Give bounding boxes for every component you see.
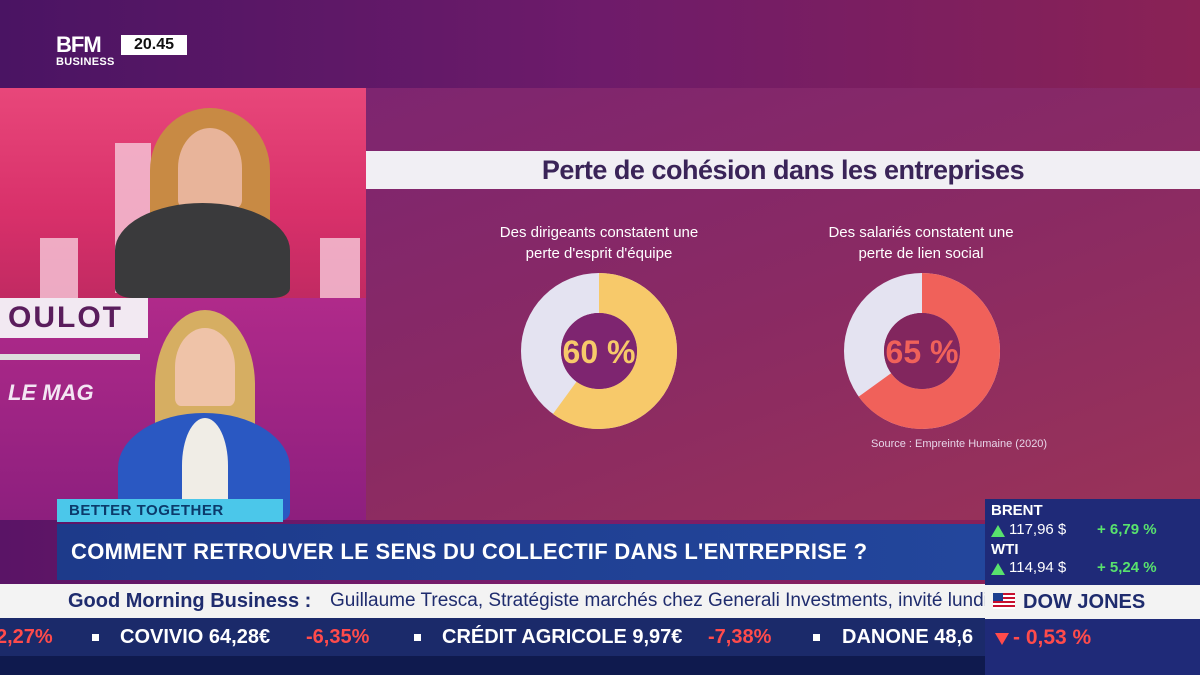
ticker-item: DANONE 48,6 — [842, 626, 974, 648]
arrow-down-icon — [995, 633, 1009, 645]
infographic-panel: Perte de cohésion dans les entreprises D… — [366, 88, 1200, 520]
infographic-title-bar: Perte de cohésion dans les entreprises — [366, 151, 1200, 189]
stat-label-1-line1: Des dirigeants constatent une — [499, 224, 699, 241]
donut-hole — [561, 313, 637, 389]
studio-sign-underline — [0, 354, 140, 360]
camera-panel-bottom: OULOT LE MAG — [0, 298, 366, 520]
stat-label-2: Des salariés constatent une perte de lie… — [791, 222, 1051, 264]
market-brent-price: 117,96 $ — [1009, 521, 1067, 538]
ticker-item: -6,35% — [306, 626, 370, 648]
show-guest-text: Guillaume Tresca, Stratégiste marchés ch… — [330, 590, 1052, 611]
guest-face — [175, 328, 235, 406]
headline-text: COMMENT RETROUVER LE SENS DU COLLECTIF D… — [71, 539, 868, 564]
bottom-strip — [0, 656, 985, 675]
arrow-up-icon — [991, 525, 1005, 537]
donut-hole — [884, 313, 960, 389]
ticker-separator-icon — [813, 634, 820, 641]
stat-label-2-line1: Des salariés constatent une — [828, 224, 1014, 241]
skyline-building — [320, 238, 360, 298]
market-wti-name: WTI — [991, 541, 1019, 558]
logo-main-text: BFM — [56, 32, 102, 57]
market-wti-change: + 5,24 % — [1097, 559, 1157, 576]
index-bar — [985, 585, 1200, 619]
infographic-source: Source : Empreinte Humaine (2020) — [871, 438, 1048, 450]
show-info-bar: Good Morning Business : Guillaume Tresca… — [0, 584, 1051, 618]
index-name: DOW JONES — [1023, 591, 1146, 613]
donut-ring-value — [844, 273, 1000, 429]
market-brent-name: BRENT — [991, 502, 1043, 519]
ticker-item: 2,27% — [0, 626, 53, 648]
ticker-item: COVIVIO 64,28€ — [120, 626, 271, 648]
show-title: Good Morning Business : — [68, 590, 312, 612]
donut-value-label-2: 65 % — [886, 334, 959, 370]
stat-label-2-line2: perte de lien social — [858, 245, 984, 262]
logo-sub-text: BUSINESS — [56, 56, 115, 68]
top-band — [0, 0, 1200, 88]
guest-shirt — [182, 418, 228, 513]
stock-ticker: 2,27% COVIVIO 64,28€ -6,35% CRÉDIT AGRIC… — [0, 618, 985, 656]
market-panel: BRENT 117,96 $ + 6,79 % WTI 114,94 $ + 5… — [985, 499, 1200, 675]
skyline-building — [40, 238, 78, 298]
donut-chart-salaries: 65 % — [844, 273, 1000, 429]
bfm-business-logo: BFM BUSINESS — [56, 34, 115, 68]
index-change: - 0,53 % — [1013, 626, 1092, 649]
segment-tag: BETTER TOGETHER — [57, 499, 283, 522]
ticker-item: -7,38% — [708, 626, 772, 648]
camera-panel-top — [0, 88, 366, 298]
stat-label-1-line2: perte d'esprit d'équipe — [525, 245, 673, 262]
presenter-jacket — [115, 203, 290, 298]
us-flag-icon — [993, 593, 1015, 609]
arrow-up-icon — [991, 563, 1005, 575]
headline-bar: COMMENT RETROUVER LE SENS DU COLLECTIF D… — [57, 524, 985, 580]
donut-ring-value — [521, 273, 677, 429]
stat-label-1: Des dirigeants constatent une perte d'es… — [469, 222, 729, 264]
donut-chart-dirigeants: 60 % — [521, 273, 677, 429]
studio-sign: OULOT — [0, 298, 148, 338]
ticker-separator-icon — [92, 634, 99, 641]
market-brent-change: + 6,79 % — [1097, 521, 1157, 538]
ticker-item: CRÉDIT AGRICOLE 9,97€ — [442, 626, 683, 648]
market-wti-price: 114,94 $ — [1009, 559, 1067, 576]
presenter-face — [178, 128, 242, 208]
studio-mag-label: LE MAG — [8, 380, 94, 405]
ticker-separator-icon — [414, 634, 421, 641]
broadcast-clock: 20.45 — [121, 35, 187, 55]
infographic-title: Perte de cohésion dans les entreprises — [541, 155, 1025, 185]
donut-value-label-1: 60 % — [563, 334, 636, 370]
